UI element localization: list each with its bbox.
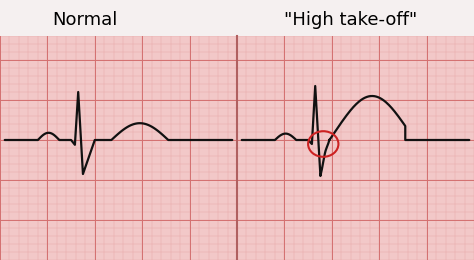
- Text: Normal: Normal: [53, 11, 118, 29]
- Text: "High take-off": "High take-off": [284, 11, 418, 29]
- Bar: [0, 0, 474, 36]
